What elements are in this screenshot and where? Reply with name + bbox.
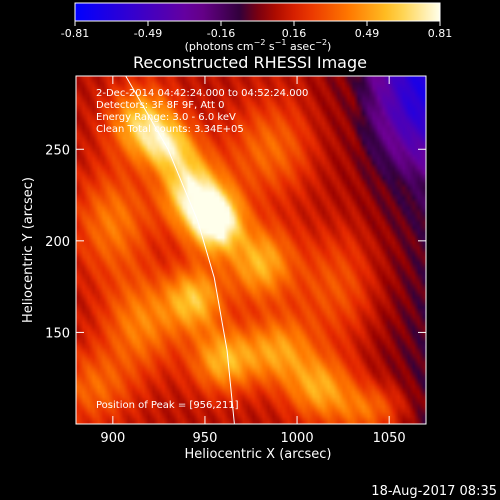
colorbar-units: (photons cm−2 s−1 asec−2) [185,38,332,53]
colorbar-gradient [74,2,441,22]
x-tick-label: 900 [100,431,125,446]
x-tick-label: 1050 [373,431,406,446]
colorbar-tick-label: 0.81 [428,27,453,40]
timestamp-footer: 18-Aug-2017 08:35 [371,484,497,499]
chart-title: Reconstructed RHESSI Image [133,53,367,72]
plot-frame [75,75,427,425]
plot-annotations: 2-Dec-2014 04:42:24.000 to 04:52:24.000 … [96,88,308,411]
detectors-text: Detectors: 3F 8F 9F, Att 0 [96,100,224,111]
x-tick-label: 1000 [281,431,314,446]
colorbar-tick-label: -0.16 [207,27,235,40]
x-tick-label: 950 [193,431,218,446]
solar-limb-curve [125,76,235,424]
colorbar-tick-label: -0.81 [61,27,89,40]
energy-range-text: Energy Range: 3.0 - 6.0 keV [96,112,236,123]
colorbar-tick-label: -0.49 [134,27,162,40]
heatmap-raster [76,76,426,424]
y-axis-label: Heliocentric Y (arcsec) [21,177,36,323]
heatmap-image [76,76,426,424]
colorbar: -0.81 -0.49 -0.16 0.16 0.49 0.81 (photons cm−… [61,2,452,53]
colorbar-tick-label: 0.16 [282,27,307,40]
y-tick-label: 200 [45,235,70,250]
y-axis: 150 200 250 [45,143,426,341]
clean-counts-text: Clean Total counts: 3.34E+05 [96,124,244,135]
y-tick-label: 250 [45,143,70,158]
x-axis: 900 950 1000 1050 [100,76,406,446]
colorbar-ticks: -0.81 -0.49 -0.16 0.16 0.49 0.81 [61,21,452,40]
time-range-text: 2-Dec-2014 04:42:24.000 to 04:52:24.000 [96,88,308,99]
colorbar-tick-label: 0.49 [355,27,380,40]
peak-position-text: Position of Peak = [956,211] [96,400,239,411]
x-axis-label: Heliocentric X (arcsec) [185,447,332,462]
y-tick-label: 150 [45,326,70,341]
